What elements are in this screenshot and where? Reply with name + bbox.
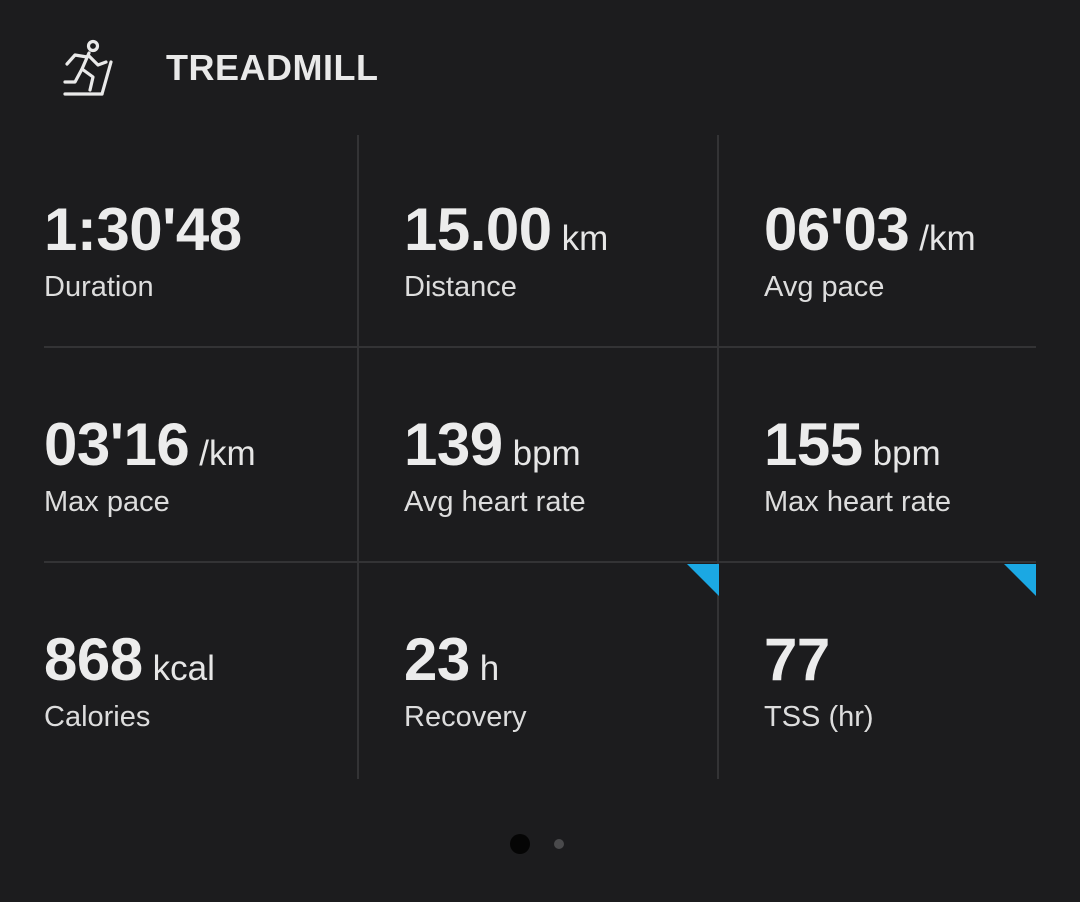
stat-value: 23 bbox=[404, 626, 470, 693]
stat-cell-max-heart-rate: 155 bpm Max heart rate bbox=[764, 350, 1078, 562]
stat-value: 1:30'48 bbox=[44, 196, 242, 263]
stat-label: Avg pace bbox=[764, 271, 885, 303]
stat-value: 868 bbox=[44, 626, 143, 693]
stat-value: 15.00 bbox=[404, 196, 552, 263]
stat-label: Recovery bbox=[404, 701, 527, 733]
stat-label: Calories bbox=[44, 701, 151, 733]
grid-divider-horizontal bbox=[44, 346, 1036, 348]
stat-label: TSS (hr) bbox=[764, 701, 874, 733]
stat-cell-distance: 15.00 km Distance bbox=[404, 135, 718, 347]
stat-label: Max pace bbox=[44, 486, 170, 518]
stat-label: Distance bbox=[404, 271, 517, 303]
stat-unit: bpm bbox=[512, 434, 581, 473]
stat-unit: h bbox=[479, 649, 500, 688]
stat-value: 155 bbox=[764, 411, 863, 478]
grid-divider-vertical bbox=[357, 135, 359, 779]
stat-cell-duration: 1:30'48 Duration bbox=[44, 135, 358, 347]
page-dot-active[interactable] bbox=[510, 834, 530, 854]
page-indicator[interactable] bbox=[0, 832, 1080, 856]
stat-value: 139 bbox=[404, 411, 503, 478]
stat-cell-avg-pace: 06'03/km Avg pace bbox=[764, 135, 1078, 347]
stat-unit: /km bbox=[199, 434, 256, 473]
grid-divider-horizontal bbox=[44, 561, 1036, 563]
info-corner-flag-tss[interactable] bbox=[1004, 564, 1036, 596]
grid-divider-vertical bbox=[717, 135, 719, 779]
stat-label: Duration bbox=[44, 271, 154, 303]
stat-label: Max heart rate bbox=[764, 486, 951, 518]
stats-grid: 1:30'48 Duration 15.00 km Distance 06'03/… bbox=[44, 135, 1036, 779]
stat-unit: bpm bbox=[872, 434, 941, 473]
treadmill-runner-icon bbox=[63, 39, 113, 96]
stat-cell-calories: 868 kcal Calories bbox=[44, 565, 358, 777]
stat-cell-avg-heart-rate: 139 bpm Avg heart rate bbox=[404, 350, 718, 562]
stat-cell-max-pace: 03'16/km Max pace bbox=[44, 350, 358, 562]
stat-unit: km bbox=[561, 219, 609, 258]
stat-value: 77 bbox=[764, 626, 830, 693]
stat-value: 03'16 bbox=[44, 411, 190, 478]
stat-cell-recovery[interactable]: 23 h Recovery bbox=[404, 565, 718, 777]
stat-cell-tss[interactable]: 77 TSS (hr) bbox=[764, 565, 1078, 777]
stat-unit: /km bbox=[919, 219, 976, 258]
activity-title: TREADMILL bbox=[166, 47, 379, 88]
stat-label: Avg heart rate bbox=[404, 486, 586, 518]
stat-unit: kcal bbox=[152, 649, 215, 688]
page-dot[interactable] bbox=[554, 839, 564, 849]
header: TREADMILL bbox=[0, 0, 1080, 135]
info-corner-flag-recovery[interactable] bbox=[687, 564, 719, 596]
stat-value: 06'03 bbox=[764, 196, 910, 263]
